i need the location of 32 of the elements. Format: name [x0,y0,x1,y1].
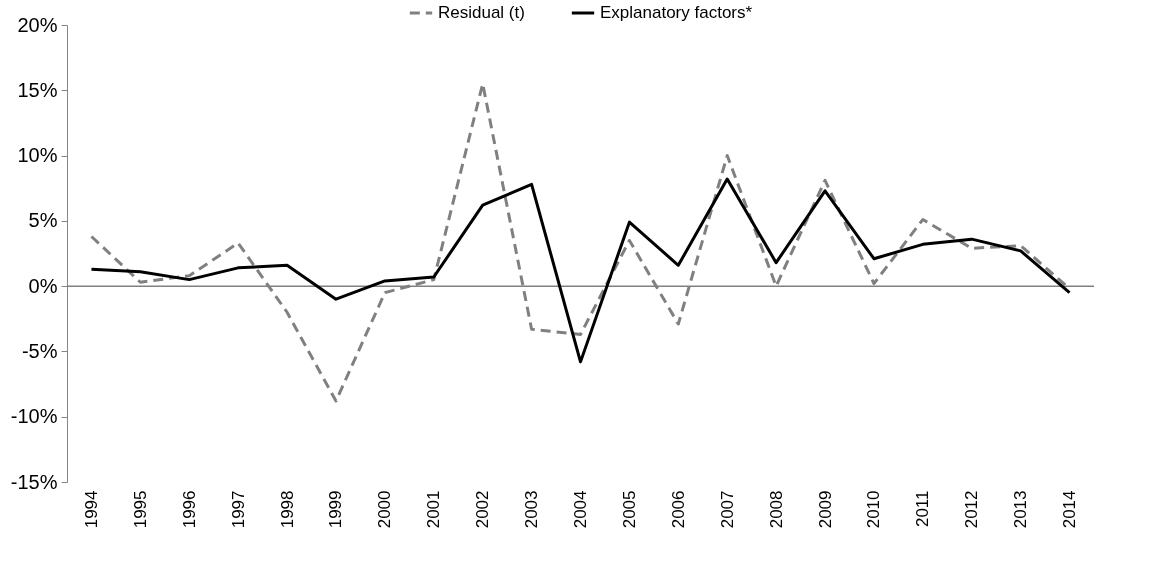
y-tick-label: 20% [17,13,58,36]
x-tick-label: 2003 [522,490,542,529]
legend-label: Residual (t) [438,3,525,22]
x-tick-label: 1999 [326,490,346,529]
x-tick-label: 2000 [375,490,395,529]
x-tick-label: 1994 [81,490,101,529]
y-tick-label: -5% [21,339,58,362]
x-tick-label: 2012 [962,490,982,529]
y-tick-label: 15% [17,78,58,101]
x-tick-label: 1996 [179,490,199,529]
x-tick-label: 1995 [130,490,150,529]
x-tick-label: 2005 [619,490,639,529]
x-tick-label: 1997 [228,490,248,529]
x-tick-label: 2001 [424,490,444,529]
x-tick-label: 2006 [668,490,688,529]
y-tick-label: -15% [10,470,58,493]
x-tick-label: 2009 [815,490,835,529]
y-tick-label: 10% [17,144,58,167]
y-tick-label: 0% [28,274,58,297]
y-tick-label: -10% [10,405,58,428]
legend-label: Explanatory factors* [600,3,753,22]
x-tick-label: 1998 [277,490,297,529]
y-tick-label: 5% [28,209,58,232]
x-tick-label: 2014 [1060,490,1080,529]
line-series [89,177,1072,364]
x-tick-label: 2010 [864,490,884,529]
x-tick-label: 2011 [913,490,933,528]
x-tick-label: 2007 [717,490,737,529]
x-tick-label: 2013 [1011,490,1031,529]
x-tick-label: 2004 [571,490,590,529]
x-tick-label: 2002 [473,490,493,529]
x-tick-label: 2008 [766,490,786,529]
